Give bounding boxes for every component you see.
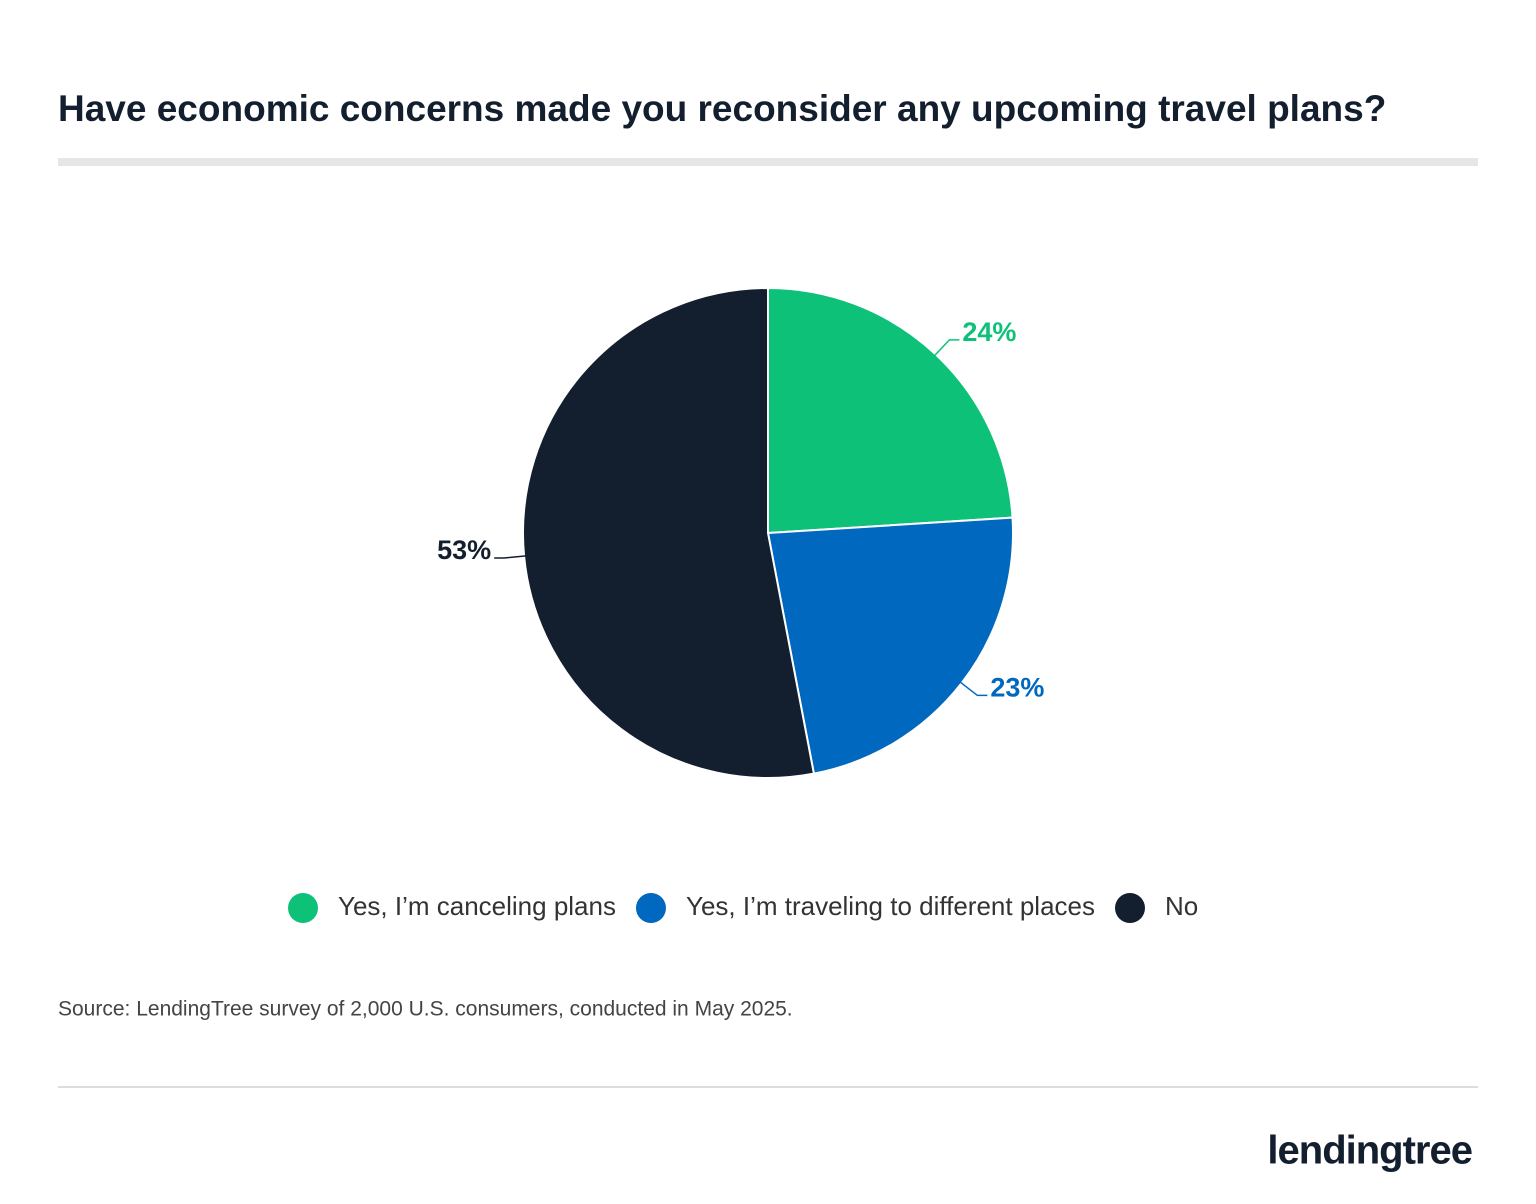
legend-label: Yes, I’m traveling to different places [686,891,1095,921]
data-label: 23% [990,673,1044,703]
chart-title: Have economic concerns made you reconsid… [58,88,1386,129]
legend-label: No [1165,891,1198,921]
legend-swatch [1115,893,1145,923]
leader-line [959,681,988,697]
legend-swatch [635,893,666,923]
brand-logo: lendingtree [1267,1129,1472,1173]
legend-swatch [288,893,318,923]
leader-line [494,555,527,559]
data-label: 24% [962,317,1016,347]
leader-line [933,339,960,357]
data-label: 53% [437,535,491,565]
title-rule [58,158,1478,166]
source: Source: LendingTree survey of 2,000 U.S.… [58,998,793,1021]
legend-label: Yes, I’m canceling plans [338,891,616,921]
